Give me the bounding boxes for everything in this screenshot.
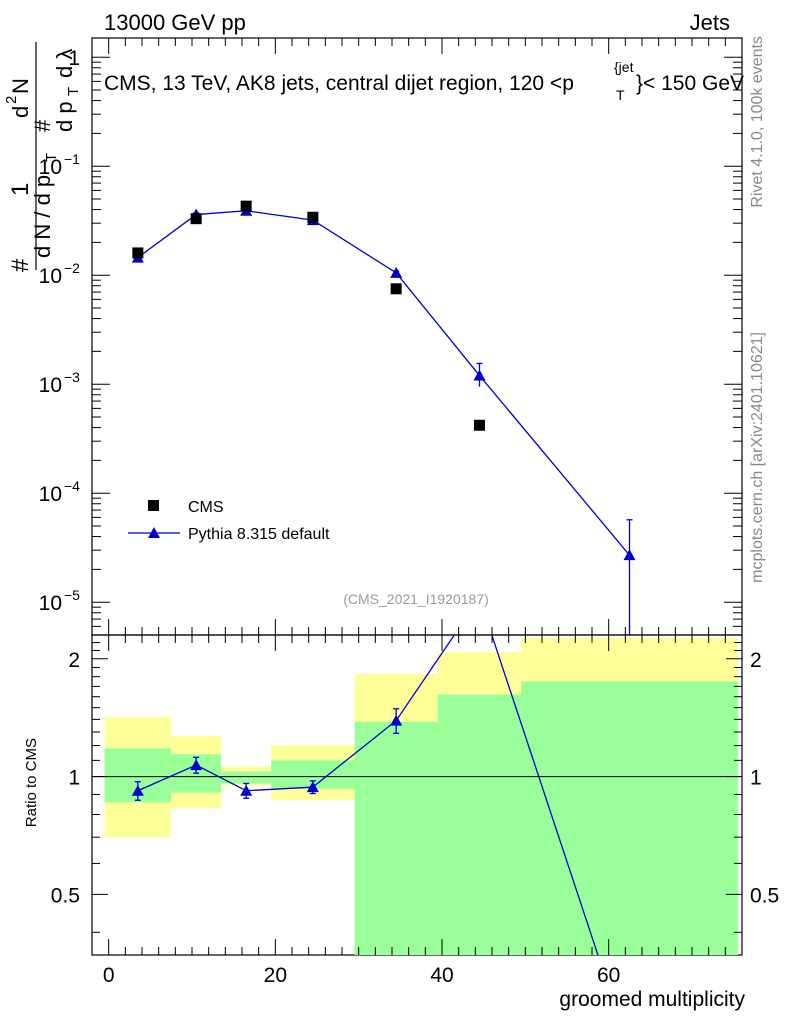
green-band [521, 681, 738, 955]
green-band [437, 694, 522, 955]
ratio-pythia-point [131, 784, 144, 796]
main-y-tick-label: 1 [68, 47, 80, 70]
main-y-axis: 10 −510 −410 −310 −210 −11 [39, 47, 742, 627]
ratio-pythia-point [390, 714, 403, 726]
ratio-uncertainty-bands [104, 637, 738, 955]
svg-text:d p: d p [52, 101, 77, 132]
main-y-tick-label: 10 [39, 265, 62, 288]
legend-pythia-marker [148, 527, 160, 538]
ratio-pythia-point [306, 781, 319, 793]
x-tick-label: 0 [103, 964, 115, 987]
ratio-y-tick-label: 1 [68, 767, 80, 790]
ratio-pythia-point [190, 759, 203, 771]
main-y-tick-exponent: −1 [64, 151, 80, 167]
x-tick-label: 40 [430, 964, 453, 987]
cms-point [240, 200, 252, 212]
cms-point [624, 634, 635, 635]
main-y-tick-exponent: −4 [64, 478, 80, 494]
svg-text:#: # [7, 258, 34, 272]
main-data-layer [131, 200, 636, 635]
side-label-rivet: Rivet 4.1.0, 100k events [749, 36, 766, 208]
cms-point [474, 419, 485, 431]
title-sub: T [616, 87, 625, 103]
ratio-x-axis: 0 20 40 60 [103, 635, 726, 987]
main-y-tick-label: 10 [39, 483, 62, 506]
svg-text:T: T [43, 153, 60, 162]
main-y-tick-exponent: −2 [64, 260, 80, 276]
svg-text:d N / d p: d N / d p [30, 175, 55, 258]
cms-point [132, 247, 144, 259]
svg-text:d λ: d λ [52, 49, 77, 78]
ratio-y-tick-label-right: 0.5 [750, 884, 779, 907]
legend-cms-marker [148, 500, 159, 511]
ratio-y-axis-label: Ratio to CMS [23, 738, 40, 827]
pythia-point [390, 266, 403, 278]
pythia-point [473, 369, 486, 381]
analysis-id-label: (CMS_2021_I1920187) [343, 591, 489, 607]
cms-point [190, 213, 202, 225]
main-y-tick-label: 10 [39, 374, 62, 397]
main-y-tick-label: 10 [39, 592, 62, 615]
green-band [221, 771, 272, 784]
main-x-ticks [108, 38, 726, 635]
main-y-axis-label: # d N / d p T 1 # d 2 N d p T d λ [3, 42, 82, 272]
ratio-y-tick-label-right: 1 [750, 767, 762, 790]
svg-text:N: N [8, 78, 33, 94]
green-band [354, 721, 438, 955]
x-tick-label: 20 [264, 964, 287, 987]
svg-text:d: d [8, 106, 33, 118]
title-end: }< 150 GeV [636, 72, 744, 95]
svg-text:1: 1 [7, 183, 34, 196]
plot-title: CMS, 13 TeV, AK8 jets, central dijet reg… [104, 59, 744, 103]
cms-point [390, 283, 402, 295]
svg-text:#: # [30, 119, 55, 132]
title-sup: {jet [614, 59, 634, 75]
ratio-pythia-point [240, 784, 253, 796]
title-main: CMS, 13 TeV, AK8 jets, central dijet reg… [104, 72, 574, 95]
ratio-y-tick-label: 0.5 [51, 884, 80, 907]
svg-text:2: 2 [3, 96, 20, 104]
ratio-y-axis: 0.5 0.5 1 1 2 2 [51, 642, 779, 933]
ratio-y-tick-label: 2 [68, 649, 80, 672]
ratio-data-layer [131, 635, 599, 955]
x-tick-label: 60 [597, 964, 620, 987]
ratio-y-tick-label-right: 2 [750, 649, 762, 672]
legend-cms-label: CMS [188, 499, 224, 516]
main-y-tick-exponent: −5 [64, 587, 80, 603]
svg-text:T: T [65, 87, 82, 96]
main-y-tick-exponent: −3 [64, 369, 80, 385]
legend-pythia-label: Pythia 8.315 default [188, 526, 330, 543]
side-label-mcplots: mcplots.cern.ch [arXiv:2401.10621] [749, 332, 766, 583]
legend: CMS Pythia 8.315 default [128, 499, 330, 543]
pythia-point [623, 549, 636, 561]
x-axis-label: groomed multiplicity [559, 988, 745, 1011]
header-energy: 13000 GeV pp [104, 10, 246, 35]
main-y-tick-label: 10 [39, 156, 62, 179]
cms-point [307, 211, 319, 223]
header-category: Jets [690, 10, 730, 35]
main-plot-frame [91, 37, 743, 636]
